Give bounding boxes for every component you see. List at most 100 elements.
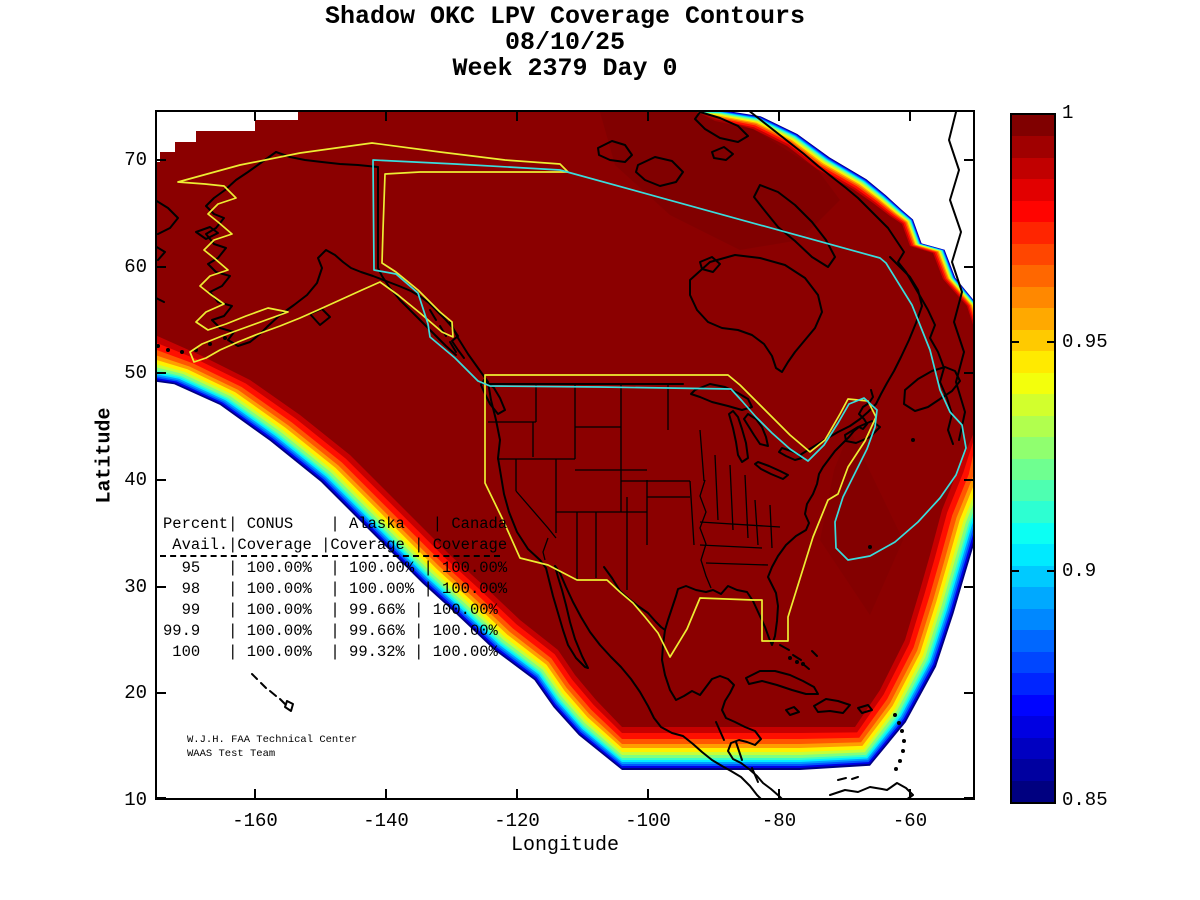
colorbar-tick-mark (1012, 341, 1019, 343)
colorbar-step (1012, 286, 1054, 309)
alaska-service-boundary (177, 142, 569, 363)
island-dot (901, 749, 905, 753)
coastline (779, 644, 790, 651)
table-separator-line (160, 555, 500, 557)
coastline (754, 461, 789, 480)
island-dot (898, 759, 902, 763)
coastline (837, 777, 847, 781)
coastline (785, 706, 800, 716)
state-boundary (705, 562, 769, 566)
conus-service-boundary (484, 374, 877, 658)
coastline (195, 226, 219, 240)
table-data-row: 100 | 100.00% | 99.32% | 100.00% (163, 643, 498, 661)
coastline (829, 782, 914, 800)
state-boundary (699, 544, 763, 549)
x-tick-label: -160 (232, 810, 278, 832)
colorbar-step (1012, 479, 1054, 502)
colorbar (1010, 113, 1056, 804)
table-data-row: 99 | 100.00% | 99.66% | 100.00% (163, 601, 498, 619)
coastline (377, 166, 457, 356)
coastline (778, 447, 803, 461)
state-boundary (699, 429, 705, 482)
colorbar-step (1012, 716, 1054, 738)
colorbar-step (1012, 394, 1054, 416)
colorbar-step (1012, 157, 1054, 180)
coastline (745, 670, 819, 695)
coastline (260, 682, 267, 689)
plot-title: Shadow OKC LPV Coverage Contours (324, 2, 806, 31)
colorbar-step (1012, 372, 1054, 395)
colorbar-tick-label: 0.85 (1062, 789, 1108, 811)
coastline (851, 776, 859, 780)
colorbar-step (1012, 673, 1054, 695)
table-data-row: 95 | 100.00% | 100.00% | 100.00% (163, 559, 508, 577)
canada-service-boundary (372, 159, 967, 561)
footer-team: WAAS Test Team (187, 748, 276, 760)
state-boundary (714, 454, 719, 521)
colorbar-tick-mark (1047, 570, 1054, 572)
island-dot (900, 729, 904, 733)
coastline (735, 741, 743, 761)
coastline (284, 700, 294, 712)
island-dot (868, 545, 872, 549)
colorbar-step (1012, 587, 1054, 609)
coastline (449, 321, 763, 800)
colorbar-step (1012, 759, 1054, 781)
colorbar-step (1012, 608, 1054, 631)
state-boundary (729, 464, 734, 531)
island-dot (795, 660, 799, 664)
colorbar-tick-mark (1047, 341, 1054, 343)
coastline (844, 420, 881, 444)
colorbar-step (1012, 136, 1054, 158)
colorbar-step (1012, 565, 1054, 588)
colorbar-tick-label: 0.9 (1062, 560, 1097, 582)
coastline (279, 698, 286, 705)
state-boundary (542, 537, 549, 561)
coastline (743, 413, 769, 447)
colorbar-step (1012, 458, 1054, 480)
coastline (715, 721, 725, 741)
coastline (429, 309, 437, 321)
coastline (689, 254, 823, 373)
coastline (728, 410, 749, 463)
table-data-row: 98 | 100.00% | 100.00% | 100.00% (163, 580, 508, 598)
colorbar-step (1012, 437, 1054, 459)
colorbar-step (1012, 651, 1054, 674)
island-dot (911, 438, 915, 442)
y-tick-label: 50 (124, 362, 147, 384)
y-axis-label: Latitude (93, 407, 117, 504)
colorbar-step (1012, 544, 1054, 566)
coastline (711, 146, 734, 161)
state-boundary (515, 490, 557, 539)
state-boundary (699, 521, 781, 528)
island-dot (223, 336, 227, 340)
colorbar-step (1012, 308, 1054, 330)
coastline (275, 151, 379, 168)
colorbar-step (1012, 415, 1054, 438)
island-dot (902, 739, 906, 743)
coastline (635, 156, 684, 187)
footer-org: W.J.H. FAA Technical Center (187, 734, 358, 746)
colorbar-step (1012, 179, 1054, 201)
y-tick-label: 20 (124, 682, 147, 704)
table-data-row: 99.9 | 100.00% | 99.66% | 100.00% (163, 622, 498, 640)
y-tick-label: 10 (124, 789, 147, 811)
island-dot (801, 662, 805, 666)
coastline (449, 341, 457, 353)
coastline (269, 690, 277, 697)
table-header-line: Percent| CONUS | Alaska | Canada (163, 515, 508, 533)
coverage-map (155, 110, 975, 800)
island-dot (156, 344, 160, 348)
coastline (597, 140, 633, 163)
island-dot (788, 656, 792, 660)
colorbar-step (1012, 351, 1054, 373)
coastline (903, 366, 961, 412)
x-tick-label: -80 (761, 810, 797, 832)
x-axis-label: Longitude (510, 834, 620, 857)
coastline (251, 673, 258, 680)
coastline (799, 256, 923, 456)
coastline (857, 704, 873, 714)
x-tick-label: -60 (892, 810, 928, 832)
coastline (747, 110, 954, 445)
